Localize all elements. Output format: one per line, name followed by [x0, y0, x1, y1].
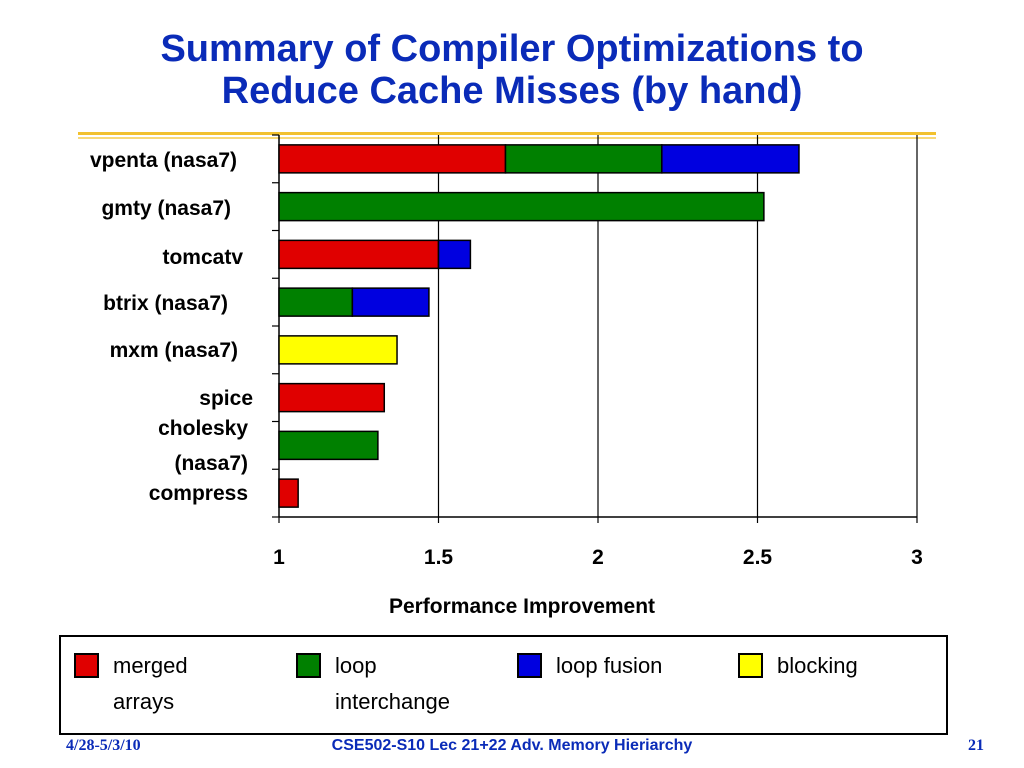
category-label-3-0: btrix (nasa7) [103, 292, 228, 315]
category-label-6-1: (nasa7) [174, 452, 248, 475]
bar-tomcatv-merged-arrays [278, 239, 440, 270]
legend-swatch-loop-fusion [517, 653, 542, 678]
slide-title: Summary of Compiler Optimizations to Red… [0, 28, 1024, 112]
bar-spice-merged-arrays [278, 382, 386, 413]
category-label-7-0: compress [149, 482, 248, 505]
performance-bar-chart: vpenta (nasa7) gmty (nasa7) tomcatv btrix (… [90, 134, 923, 618]
category-label-2-0: tomcatv [162, 246, 243, 269]
legend-label-merged-arrays-line2: arrays [113, 689, 175, 714]
category-label-6-0: cholesky [158, 417, 248, 440]
legend-swatch-loop-interchange [296, 653, 321, 678]
footer-date: 4/28-5/3/10 [66, 737, 141, 754]
x-tick-label-2.5: 2.5 [743, 546, 773, 569]
bars [278, 144, 800, 508]
legend-label-loop-interchange-line1: loop [335, 653, 377, 678]
footer-page-number: 21 [968, 737, 984, 754]
legend-label-merged-arrays-line1: merged [113, 653, 188, 678]
bar-mxm-nasa7--blocking [278, 335, 398, 365]
category-label-0-0: vpenta (nasa7) [90, 149, 237, 172]
category-labels: vpenta (nasa7) gmty (nasa7) tomcatv btrix (… [90, 149, 253, 505]
x-tick-labels: 1 1.5 2 2.5 3 [273, 546, 923, 569]
legend-label-blocking-line1: blocking [777, 653, 858, 678]
bar-tomcatv-loop-fusion [437, 239, 472, 270]
x-tick-label-3: 3 [911, 546, 923, 569]
category-label-1-0: gmty (nasa7) [101, 197, 231, 220]
category-label-4-0: mxm (nasa7) [110, 339, 238, 362]
category-label-5-0: spice [199, 387, 253, 410]
legend-label-loop-interchange-line2: interchange [335, 689, 450, 714]
bar-cholesky-nasa7--loop-interchange [278, 430, 379, 461]
title-underline [78, 132, 936, 135]
footer-course: CSE502-S10 Lec 21+22 Adv. Memory Hieriar… [331, 737, 693, 754]
bar-vpenta-nasa7--merged-arrays [278, 144, 507, 174]
legend-swatch-merged-arrays [74, 653, 99, 678]
slide-title-line1: Summary of Compiler Optimizations to [160, 28, 864, 70]
x-tick-label-2: 2 [592, 546, 604, 569]
x-tick-label-1.5: 1.5 [424, 546, 454, 569]
legend-swatch-blocking [738, 653, 763, 678]
slide-footer: 4/28-5/3/10 CSE502-S10 Lec 21+22 Adv. Me… [0, 736, 1024, 760]
x-axis-label: Performance Improvement [389, 595, 655, 618]
slide-title-line2: Reduce Cache Misses (by hand) [221, 70, 803, 112]
title-underline-light [78, 137, 936, 139]
bar-btrix-nasa7--loop-fusion [351, 287, 430, 317]
bar-vpenta-nasa7--loop-fusion [661, 144, 800, 174]
chart-legend: merged arrays loop interchange loop fusi… [59, 635, 948, 735]
legend-label-loop-fusion-line1: loop fusion [556, 653, 663, 678]
bar-gmty-nasa7--loop-interchange [278, 191, 765, 222]
bar-vpenta-nasa7--loop-interchange [504, 144, 663, 174]
bar-btrix-nasa7--loop-interchange [278, 287, 354, 317]
x-tick-label-1: 1 [273, 546, 285, 569]
bar-compress-merged-arrays [278, 478, 299, 508]
